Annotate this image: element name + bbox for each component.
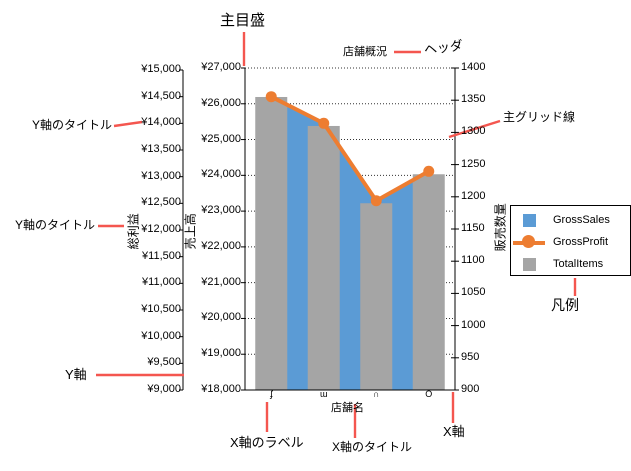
y-profit-tick-label: ¥14,000 — [141, 116, 181, 129]
y-profit-tick-label: ¥13,500 — [141, 143, 181, 155]
x-tick-label: ʄ — [270, 389, 273, 399]
annotation-x-axis: X軸 — [443, 424, 465, 439]
y-sales-tick-label: ¥22,000 — [201, 239, 241, 252]
legend-item-totalitems: TotalItems — [511, 257, 628, 273]
y-profit-tick-label: ¥12,000 — [141, 223, 181, 235]
y-sales-tick-label: ¥20,000 — [201, 311, 241, 324]
annotation-x-axis-title: X軸のタイトル — [332, 440, 413, 454]
legend-item-grosssales: GrossSales — [511, 213, 628, 229]
annotation-legend: 凡例 — [551, 297, 579, 313]
grossprofit-marker-icon — [522, 235, 535, 248]
grosssales-area — [271, 96, 429, 390]
y-axis-items-title: 販売数量 — [493, 203, 508, 252]
y-items-tick-label: 1150 — [461, 222, 485, 234]
y-items-tick-label: 1250 — [461, 157, 486, 170]
y-axis-sales-title: 売上高 — [183, 213, 198, 250]
annotation-major-tick: 主目盛 — [220, 12, 266, 29]
annotation-y-axis-title-upper: Y軸のタイトル — [32, 118, 113, 132]
y-sales-tick-label: ¥18,000 — [201, 383, 241, 395]
y-profit-tick-label: ¥14,500 — [141, 89, 181, 102]
y-items-tick-label: 1200 — [461, 189, 486, 202]
annotation-major-gridline: 主グリッド線 — [503, 110, 576, 124]
x-tick-label: ∩ — [373, 389, 380, 399]
y-sales-tick-label: ¥27,000 — [201, 61, 241, 73]
y-items-tick-label: 1050 — [461, 286, 486, 299]
y-sales-tick-label: ¥19,000 — [201, 347, 241, 360]
y-items-tick-label: 950 — [461, 350, 480, 363]
grosssales-swatch-icon — [523, 214, 536, 227]
x-axis-title: 店舗名 — [331, 402, 364, 414]
legend-item-grossprofit: GrossProfit — [511, 235, 628, 251]
legend-label: GrossProfit — [553, 236, 609, 248]
y-profit-tick-label: ¥9,500 — [147, 356, 181, 369]
y-profit-tick-label: ¥15,000 — [141, 63, 181, 75]
totalitems-bar — [412, 174, 445, 390]
y-items-tick-label: 1100 — [461, 254, 485, 267]
grossprofit-marker — [370, 195, 382, 207]
y-items-tick-label: 1000 — [461, 318, 486, 331]
y-profit-tick-label: ¥11,500 — [142, 249, 181, 262]
y-profit-tick-label: ¥13,000 — [141, 169, 181, 182]
y-profit-tick-label: ¥11,000 — [142, 276, 181, 289]
legend: GrossSales GrossProfit TotalItems — [510, 205, 631, 276]
y-items-tick-label: 1400 — [461, 61, 486, 73]
y-profit-tick-label: ¥9,000 — [147, 383, 181, 395]
y-sales-tick-label: ¥25,000 — [201, 132, 241, 145]
grossprofit-marker — [423, 165, 435, 177]
grossprofit-line — [270, 94, 430, 204]
y-sales-tick-label: ¥21,000 — [201, 275, 241, 288]
annotation-callout-line — [448, 119, 501, 139]
y-sales-tick-label: ¥26,000 — [201, 96, 241, 109]
x-tick-label: ɯ — [320, 389, 328, 399]
y-profit-tick-label: ¥12,500 — [141, 196, 181, 209]
annotation-callout-line — [113, 120, 143, 128]
x-tick-label: O — [425, 389, 433, 399]
annotation-y-axis-title-lower: Y軸のタイトル — [15, 218, 96, 232]
chart-header: 店舗概況 — [343, 46, 387, 58]
totalitems-bar — [360, 203, 393, 390]
y-items-tick-label: 900 — [461, 383, 480, 395]
y-axis-profit-title: 総利益 — [126, 213, 141, 250]
y-items-tick-label: 1350 — [461, 93, 486, 106]
y-sales-tick-label: ¥24,000 — [201, 168, 241, 181]
totalitems-swatch-icon — [523, 258, 536, 271]
legend-label: GrossSales — [553, 214, 610, 226]
legend-label: TotalItems — [553, 258, 604, 270]
annotation-x-axis-label: X軸のラベル — [230, 435, 304, 450]
grossprofit-marker — [265, 91, 277, 103]
y-items-tick-label: 1300 — [461, 125, 486, 138]
totalitems-bar — [307, 125, 340, 391]
annotation-y-axis: Y軸 — [65, 367, 87, 382]
y-profit-tick-label: ¥10,000 — [141, 329, 181, 342]
grossprofit-marker — [318, 117, 330, 129]
y-profit-tick-label: ¥10,500 — [141, 303, 181, 315]
totalitems-bar — [255, 96, 288, 390]
y-sales-tick-label: ¥23,000 — [201, 204, 241, 217]
